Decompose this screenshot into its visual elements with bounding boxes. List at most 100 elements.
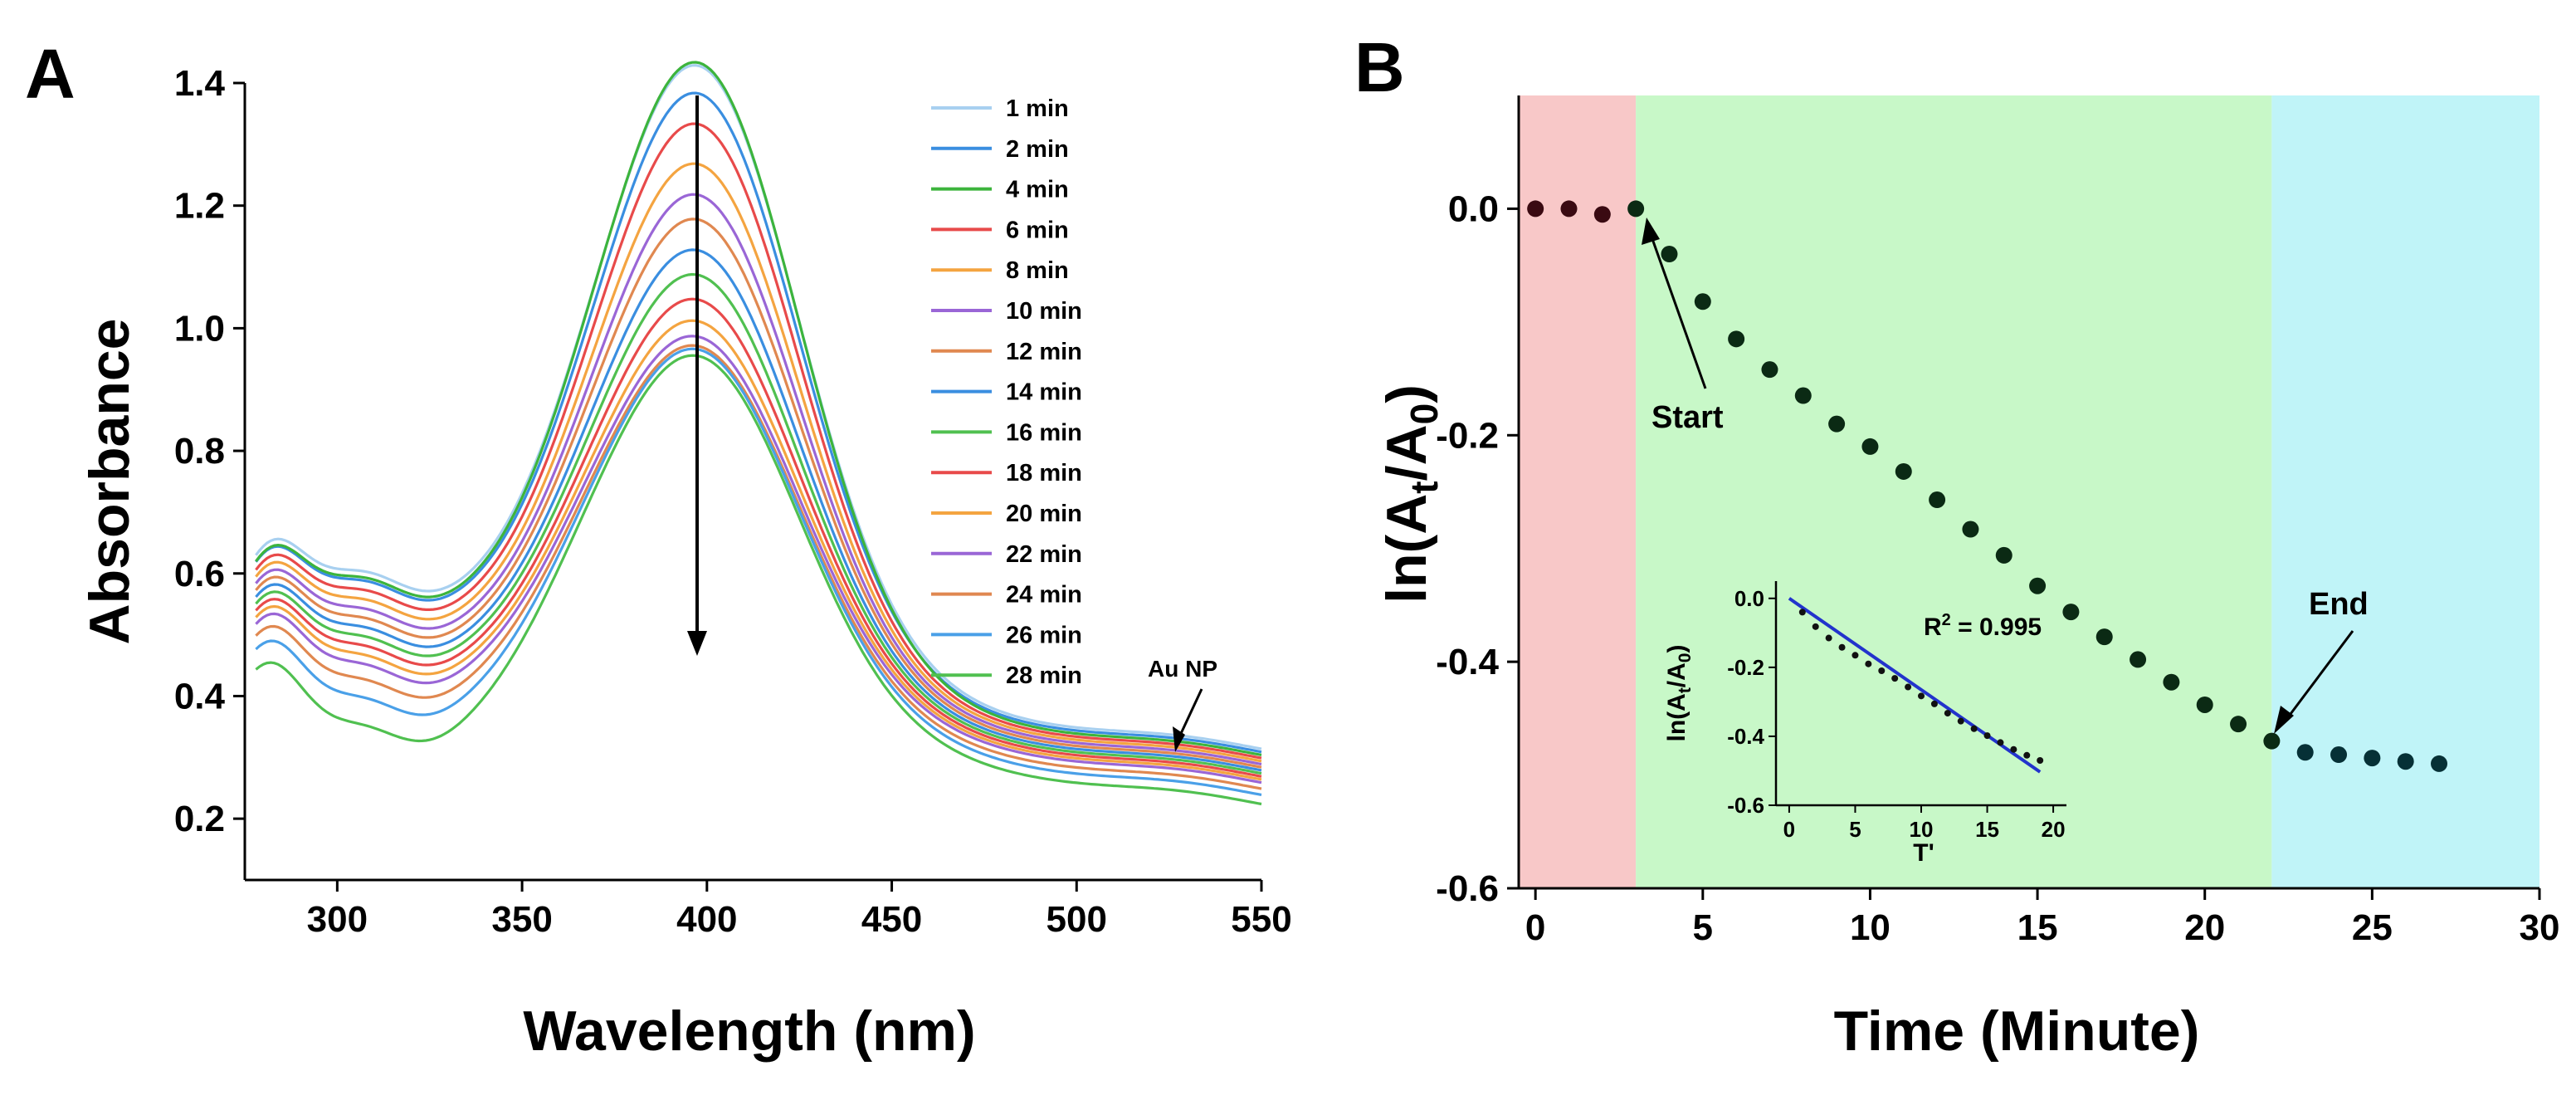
time-regions — [1519, 95, 2539, 888]
spectrum-6-min — [255, 122, 1262, 760]
b-x-tick-label: 25 — [2352, 907, 2393, 948]
inset-data-point — [1970, 725, 1978, 732]
inset-data-point — [1865, 660, 1872, 667]
spectrum-8-min — [255, 162, 1262, 763]
inset-x-axis-title: T' — [1913, 839, 1934, 867]
panel-b-ticks: 0 5 10 15 20 25 30 0.0 -0.2 -0.4 -0.6 — [1436, 188, 2559, 948]
kinetic-points — [1527, 200, 2448, 772]
spectrum-18-min — [255, 297, 1262, 778]
data-point — [1661, 246, 1678, 262]
inset-x-tick-label: 5 — [1849, 817, 1861, 842]
legend-label: 6 min — [1006, 217, 1069, 243]
spectrum-10-min — [255, 193, 1262, 766]
data-point — [2364, 750, 2381, 767]
legend-label: 18 min — [1006, 460, 1082, 486]
a-x-tick-label: 550 — [1231, 899, 1291, 940]
legend-label: 10 min — [1006, 298, 1082, 325]
data-point — [2062, 604, 2080, 621]
inset-y-tick-label: -0.4 — [1727, 724, 1764, 749]
a-x-tick-label: 450 — [861, 899, 922, 940]
decrease-arrow-icon — [687, 95, 707, 656]
data-point — [2095, 628, 2113, 646]
inset-data-point — [2037, 757, 2044, 764]
spectrum-22-min — [255, 335, 1262, 785]
start-label: Start — [1651, 400, 1724, 435]
spectrum-14-min — [255, 248, 1262, 772]
region-pre-reaction — [1519, 95, 1637, 888]
b-y-tick-label: -0.2 — [1436, 415, 1499, 456]
inset-y-axis-title: ln(At/A0) — [1663, 644, 1695, 741]
end-label: End — [2309, 587, 2369, 622]
spectrum-26-min — [255, 347, 1262, 796]
inset-chart: 0 5 10 15 20 0.0 -0.2 -0.4 -0.6 T' ln(At/A0) R2 … — [1663, 581, 2066, 867]
inset-data-point — [1905, 683, 1912, 691]
b-x-tick-label: 30 — [2520, 907, 2560, 948]
inset-data-point — [1812, 623, 1819, 630]
a-y-tick-label: 0.8 — [174, 431, 225, 472]
a-x-tick-label: 500 — [1046, 899, 1107, 940]
inset-x-tick-label: 0 — [1783, 817, 1795, 842]
data-point — [2230, 716, 2247, 733]
panel-a-chart: 300 350 400 450 500 5500.20.40.60.81.01.21.4 … — [78, 61, 1292, 1063]
spectrum-12-min — [255, 218, 1262, 769]
au-np-label: Au NP — [1148, 656, 1217, 682]
panel-a-axes — [243, 83, 1261, 882]
a-x-tick-label: 300 — [307, 899, 368, 940]
b-x-tick-label: 10 — [1850, 907, 1891, 948]
data-point — [1728, 330, 1745, 348]
legend-label: 24 min — [1006, 582, 1082, 609]
legend-label: 4 min — [1006, 177, 1069, 203]
legend-label: 2 min — [1006, 136, 1069, 163]
legend-label: 28 min — [1006, 662, 1082, 689]
panel-b-chart: 0 5 10 15 20 25 30 0.0 -0.2 -0.4 -0.6 Start End Ti… — [1375, 95, 2559, 1063]
b-y-axis-title: ln(At/A0) — [1375, 384, 1446, 604]
r-squared-label: R2 = 0.995 — [1924, 611, 2042, 641]
legend-label: 26 min — [1006, 622, 1082, 648]
b-x-axis-title: Time (Minute) — [1834, 1000, 2200, 1063]
spectrum-4-min — [255, 61, 1262, 756]
inset-data-point — [2010, 745, 2017, 753]
a-y-axis-title: Absorbance — [78, 319, 141, 645]
panel-letter-a: A — [25, 35, 76, 113]
a-y-tick-label: 1.0 — [174, 308, 225, 349]
legend-label: 12 min — [1006, 339, 1082, 365]
inset-data-point — [1944, 710, 1951, 717]
au-np-arrow-icon — [1173, 688, 1203, 752]
data-point — [1560, 200, 1578, 218]
data-point — [2130, 651, 2147, 668]
a-y-tick-label: 1.2 — [174, 186, 225, 227]
inset-x-tick-label: 20 — [2042, 817, 2066, 842]
legend-label: 16 min — [1006, 419, 1082, 446]
inset-data-point — [1825, 634, 1832, 642]
panel-letter-b: B — [1354, 28, 1405, 106]
spectrum-28-min — [255, 354, 1262, 806]
panel-a-ticks: 300 350 400 450 500 550 0.2 0.4 0.6 0.8 1.0 1.2 1.4 — [174, 63, 1292, 940]
data-point — [1794, 387, 1812, 404]
data-point — [2163, 673, 2180, 691]
legend-label: 14 min — [1006, 379, 1082, 406]
legend-label: 1 min — [1006, 95, 1069, 122]
b-x-tick-label: 20 — [2184, 907, 2225, 948]
inset-data-point — [1798, 609, 1806, 616]
a-x-tick-label: 350 — [491, 899, 552, 940]
inset-data-point — [1997, 739, 2004, 746]
inset-y-tick-label: 0.0 — [1734, 586, 1764, 611]
inset-data-point — [1957, 717, 1964, 725]
end-arrow-icon — [2274, 630, 2354, 734]
a-y-tick-label: 0.6 — [174, 554, 225, 594]
inset-y-tick-label: -0.2 — [1727, 655, 1764, 680]
legend-label: 20 min — [1006, 501, 1082, 527]
data-point — [2296, 744, 2314, 761]
legend: 1 min 2 min 4 min 6 min 8 min 10 min 12 min 14 … — [931, 95, 1082, 689]
spectrum-24-min — [255, 344, 1262, 790]
data-point — [1962, 521, 1979, 538]
data-point — [2330, 746, 2348, 764]
spectrum-2-min — [255, 91, 1262, 754]
inset-x-tick-label: 10 — [1910, 817, 1934, 842]
b-x-tick-label: 0 — [1525, 907, 1545, 948]
inset-data-point — [1838, 643, 1846, 651]
inset-plot — [1788, 597, 2044, 774]
inset-data-point — [1878, 667, 1886, 674]
data-point — [1861, 438, 1879, 455]
